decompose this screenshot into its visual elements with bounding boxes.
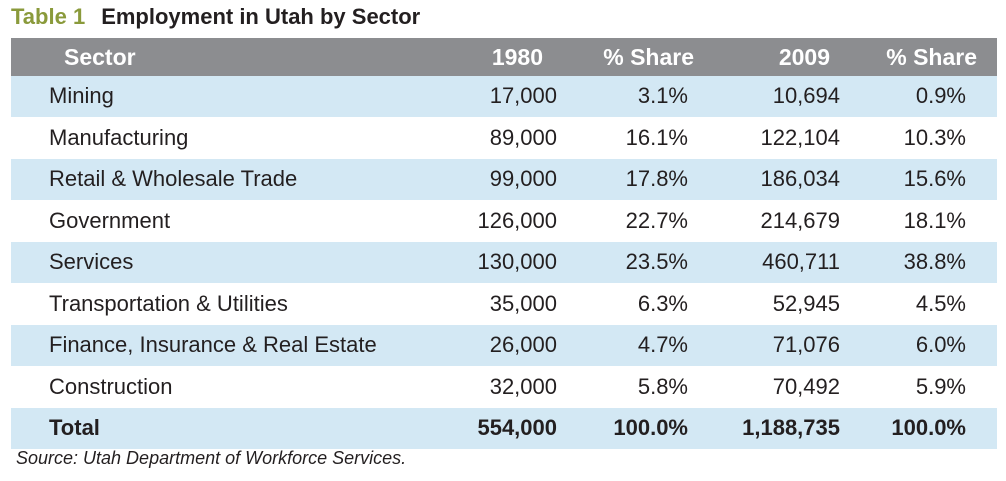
header-sector: Sector: [11, 38, 411, 76]
cell-1980: 32,000: [411, 366, 561, 408]
cell-2009: 460,711: [696, 241, 846, 284]
cell-2009: 214,679: [696, 200, 846, 242]
header-share-2009: % Share: [846, 38, 997, 76]
table-row: Manufacturing 89,000 16.1% 122,104 10.3%: [11, 117, 997, 159]
cell-share-1980: 4.7%: [561, 324, 696, 367]
cell-2009: 10,694: [696, 76, 846, 118]
cell-share-1980: 5.8%: [561, 366, 696, 408]
cell-2009: 122,104: [696, 117, 846, 159]
cell-share-2009: 6.0%: [846, 324, 997, 367]
cell-share-1980: 17.8%: [561, 158, 696, 201]
cell-1980: 99,000: [411, 158, 561, 201]
employment-table: Sector 1980 % Share 2009 % Share Mining …: [11, 38, 997, 450]
cell-2009: 186,034: [696, 158, 846, 201]
table-row: Transportation & Utilities 35,000 6.3% 5…: [11, 283, 997, 325]
cell-share-2009: 10.3%: [846, 117, 997, 159]
table-caption: Table 1 Employment in Utah by Sector: [11, 4, 420, 34]
cell-sector: Finance, Insurance & Real Estate: [11, 324, 411, 367]
table-number: Table 1: [11, 4, 86, 29]
header-2009: 2009: [696, 38, 846, 76]
cell-share-1980: 6.3%: [561, 283, 696, 325]
cell-1980: 26,000: [411, 324, 561, 367]
total-1980: 554,000: [411, 407, 561, 450]
cell-1980: 35,000: [411, 283, 561, 325]
table-row: Construction 32,000 5.8% 70,492 5.9%: [11, 366, 997, 408]
cell-share-2009: 18.1%: [846, 200, 997, 242]
cell-sector: Retail & Wholesale Trade: [11, 158, 411, 201]
cell-1980: 17,000: [411, 76, 561, 118]
cell-share-1980: 23.5%: [561, 241, 696, 284]
header-row: Sector 1980 % Share 2009 % Share: [11, 38, 997, 76]
cell-sector: Construction: [11, 366, 411, 408]
table-title: Employment in Utah by Sector: [101, 4, 421, 29]
cell-share-1980: 16.1%: [561, 117, 696, 159]
total-label: Total: [11, 407, 411, 450]
total-share-1980: 100.0%: [561, 407, 696, 450]
total-row: Total 554,000 100.0% 1,188,735 100.0%: [11, 407, 997, 450]
header-share-1980: % Share: [561, 38, 696, 76]
cell-2009: 70,492: [696, 366, 846, 408]
source-note: Source: Utah Department of Workforce Ser…: [16, 448, 407, 468]
table-row: Finance, Insurance & Real Estate 26,000 …: [11, 324, 997, 367]
table-row: Mining 17,000 3.1% 10,694 0.9%: [11, 76, 997, 118]
cell-sector: Services: [11, 241, 411, 284]
cell-sector: Mining: [11, 76, 411, 118]
cell-share-2009: 5.9%: [846, 366, 997, 408]
cell-sector: Manufacturing: [11, 117, 411, 159]
total-share-2009: 100.0%: [846, 407, 997, 450]
header-1980: 1980: [411, 38, 561, 76]
table-row: Services 130,000 23.5% 460,711 38.8%: [11, 241, 997, 284]
cell-share-1980: 22.7%: [561, 200, 696, 242]
cell-share-2009: 38.8%: [846, 241, 997, 284]
cell-1980: 126,000: [411, 200, 561, 242]
cell-share-1980: 3.1%: [561, 76, 696, 118]
cell-share-2009: 0.9%: [846, 76, 997, 118]
cell-2009: 52,945: [696, 283, 846, 325]
table-row: Government 126,000 22.7% 214,679 18.1%: [11, 200, 997, 242]
cell-sector: Government: [11, 200, 411, 242]
table-row: Retail & Wholesale Trade 99,000 17.8% 18…: [11, 158, 997, 201]
cell-1980: 89,000: [411, 117, 561, 159]
total-2009: 1,188,735: [696, 407, 846, 450]
cell-share-2009: 4.5%: [846, 283, 997, 325]
cell-share-2009: 15.6%: [846, 158, 997, 201]
cell-2009: 71,076: [696, 324, 846, 367]
cell-sector: Transportation & Utilities: [11, 283, 411, 325]
cell-1980: 130,000: [411, 241, 561, 284]
